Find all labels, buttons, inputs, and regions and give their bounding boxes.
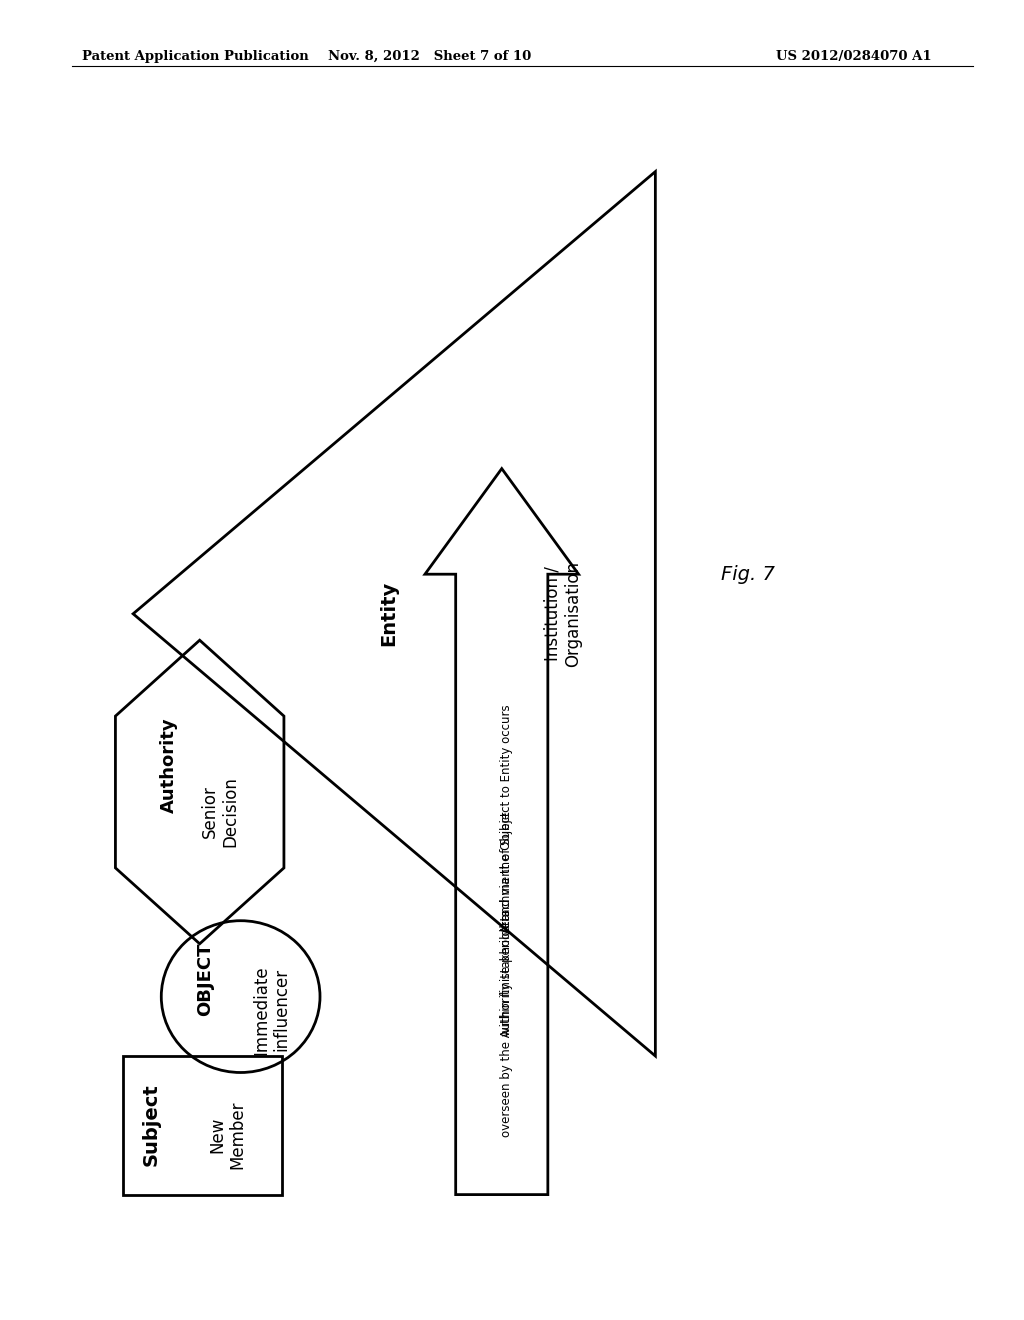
Text: Subject: Subject bbox=[142, 1084, 161, 1166]
Bar bbox=[123, 1056, 282, 1195]
Text: Entity: Entity bbox=[380, 581, 398, 647]
Text: Institution /
Organisation: Institution / Organisation bbox=[544, 561, 583, 667]
Text: New
Member: New Member bbox=[208, 1101, 247, 1170]
Text: Authority: Authority bbox=[160, 718, 178, 813]
Text: Attachment of Subject to Entity occurs: Attachment of Subject to Entity occurs bbox=[501, 704, 513, 933]
Text: Senior
Decision: Senior Decision bbox=[201, 776, 240, 847]
Text: within finite period and via the Object: within finite period and via the Object bbox=[501, 812, 513, 1036]
Text: US 2012/0284070 A1: US 2012/0284070 A1 bbox=[776, 50, 932, 63]
Text: Fig. 7: Fig. 7 bbox=[721, 565, 774, 583]
Text: Immediate
influencer: Immediate influencer bbox=[252, 965, 291, 1055]
Text: Patent Application Publication: Patent Application Publication bbox=[82, 50, 308, 63]
Text: Nov. 8, 2012   Sheet 7 of 10: Nov. 8, 2012 Sheet 7 of 10 bbox=[329, 50, 531, 63]
Text: OBJECT: OBJECT bbox=[196, 942, 214, 1016]
Text: overseen by the Authority stakholders: overseen by the Authority stakholders bbox=[501, 909, 513, 1137]
